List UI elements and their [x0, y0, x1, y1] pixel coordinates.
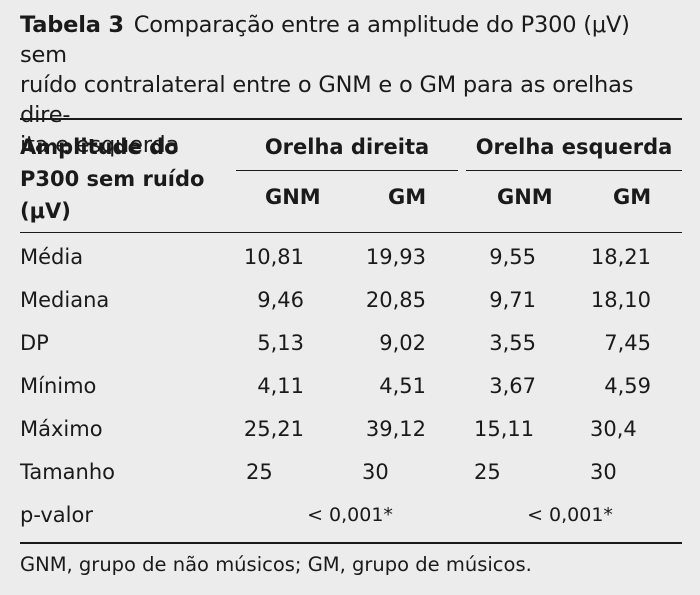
- table-caption: Tabela 3 Comparação entre a amplitude do …: [20, 10, 682, 160]
- group-header-left-ear: Orelha esquerda: [475, 135, 673, 159]
- table-cell: 4,11: [257, 374, 304, 398]
- row-header-title-2: P300 sem ruído: [20, 167, 205, 191]
- caption-text-1: Comparação entre a amplitude do P300 (μV…: [20, 12, 630, 68]
- group-rule-right-ear: [236, 170, 458, 172]
- pvalue-label: p-valor: [20, 503, 93, 527]
- table-cell: 25: [246, 460, 273, 484]
- table-cell: 15,11: [474, 417, 535, 441]
- subheader-gm-right: GM: [388, 185, 427, 209]
- table-cell: 4,51: [379, 374, 426, 398]
- table-cell: 25,21: [243, 417, 304, 441]
- row-header-title-1: Amplitude do: [20, 135, 179, 159]
- table-footnote: GNM, grupo de não músicos; GM, grupo de …: [20, 553, 532, 576]
- subheader-gnm-right: GNM: [265, 185, 321, 209]
- table-cell: 25: [474, 460, 501, 484]
- row-label: Mediana: [20, 288, 110, 312]
- table-cell: 18,21: [590, 245, 651, 269]
- pvalue-left-ear: < 0,001*: [527, 504, 613, 526]
- table-cell: 5,13: [257, 331, 304, 355]
- header-rule: [20, 232, 682, 234]
- subheader-gnm-left: GNM: [497, 185, 553, 209]
- group-rule-left-ear: [466, 170, 682, 172]
- row-label: Máximo: [20, 417, 103, 441]
- row-label: Mínimo: [20, 374, 97, 398]
- table-cell: 39,12: [365, 417, 426, 441]
- table-cell: 20,85: [365, 288, 426, 312]
- table-cell: 30: [590, 460, 617, 484]
- caption-line-1: Tabela 3 Comparação entre a amplitude do …: [20, 10, 682, 70]
- table-cell: 4,59: [604, 374, 651, 398]
- table-cell: 7,45: [604, 331, 651, 355]
- row-label: Tamanho: [20, 460, 116, 484]
- row-label: Média: [20, 245, 84, 269]
- table-cell: 18,10: [590, 288, 651, 312]
- group-header-right-ear: Orelha direita: [264, 135, 430, 159]
- table-cell: 19,93: [365, 245, 426, 269]
- table-cell: 9,55: [489, 245, 536, 269]
- table-cell: 3,55: [489, 331, 536, 355]
- table-cell: 9,02: [379, 331, 426, 355]
- table-cell: 3,67: [489, 374, 536, 398]
- row-header-title-3: (μV): [20, 199, 71, 223]
- table-cell: 9,46: [257, 288, 304, 312]
- bottom-rule: [20, 542, 682, 544]
- caption-text-3: ita e esquerda: [20, 132, 180, 158]
- row-label: DP: [20, 331, 49, 355]
- subheader-gm-left: GM: [613, 185, 652, 209]
- table-cell: 9,71: [489, 288, 536, 312]
- table-cell: 10,81: [243, 245, 304, 269]
- table-cell: 30: [362, 460, 389, 484]
- pvalue-right-ear: < 0,001*: [307, 504, 393, 526]
- table-label: Tabela 3: [20, 12, 124, 38]
- top-rule: [20, 118, 682, 120]
- table-cell: 30,4: [590, 417, 637, 441]
- caption-text-2: ruído contralateral entre o GNM e o GM p…: [20, 72, 634, 128]
